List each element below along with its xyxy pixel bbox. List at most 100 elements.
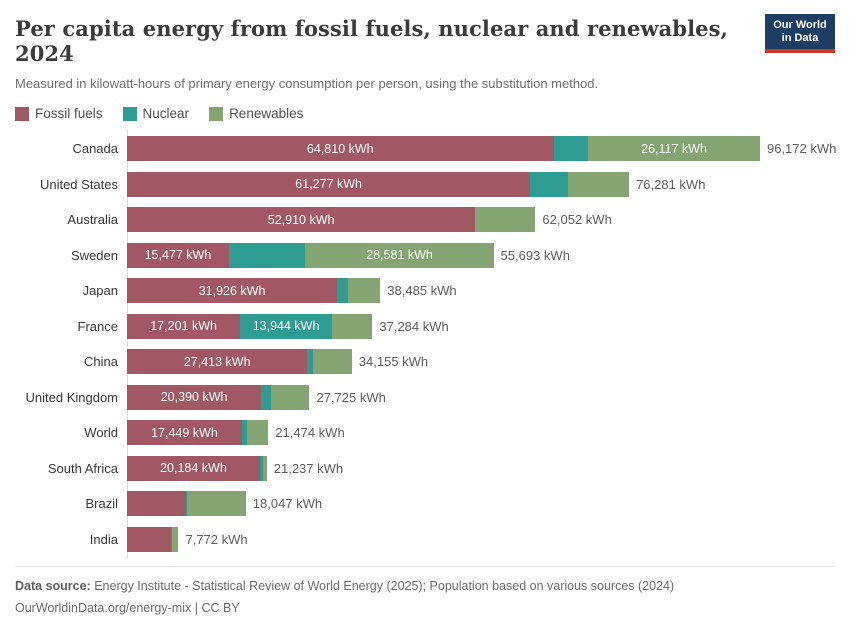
chart-header: Per capita energy from fossil fuels, nuc… (15, 14, 835, 91)
country-label[interactable]: South Africa (47, 460, 118, 476)
country-label[interactable]: India (89, 531, 118, 547)
bar-segment-fossil-fuels[interactable]: 52,910 kWh (127, 207, 476, 233)
bar-track: 52,910 kWh 62,052 kWh (127, 207, 612, 233)
bar-segment-renewables[interactable] (270, 384, 310, 410)
bar-segment-nuclear[interactable] (530, 171, 569, 197)
segment-value-label: 61,277 kWh (295, 177, 363, 192)
bar-segment-renewables[interactable] (348, 278, 381, 304)
bar-segment-renewables[interactable] (262, 455, 267, 481)
bar-segment-nuclear[interactable] (337, 278, 349, 304)
chart-row: Sweden 15,477 kWh 28,581 kWh 55,693 kWh (15, 238, 835, 274)
bar-segment-renewables[interactable] (312, 349, 352, 375)
bar-segment-renewables[interactable] (246, 420, 269, 446)
bar-segment-nuclear[interactable] (553, 136, 589, 162)
footer: Data source: Energy Institute - Statisti… (15, 566, 835, 620)
bar-segment-nuclear[interactable] (185, 491, 187, 517)
bar-segment-nuclear[interactable]: 13,944 kWh (240, 313, 332, 339)
bar-segment-nuclear[interactable] (259, 455, 263, 481)
total-value-label: 96,172 kWh (766, 141, 837, 157)
total-value-label: 34,155 kWh (358, 354, 429, 370)
footer-url-link[interactable]: OurWorldinData.org/energy-mix (15, 600, 192, 615)
chart-subtitle: Measured in kilowatt-hours of primary en… (15, 76, 599, 91)
bar-segment-fossil-fuels[interactable]: 64,810 kWh (127, 136, 554, 162)
bar-segment-fossil-fuels[interactable]: 31,926 kWh (127, 278, 338, 304)
segment-value-label: 26,117 kWh (641, 141, 707, 156)
bar-track: 18,047 kWh (127, 491, 322, 517)
country-label[interactable]: Canada (72, 141, 118, 157)
chart-row: World 17,449 kWh 21,474 kWh (15, 415, 835, 451)
country-label[interactable]: United States (39, 176, 118, 192)
bar-track: 27,413 kWh 34,155 kWh (127, 349, 429, 375)
chart-row: United Kingdom 20,390 kWh 27,725 kWh (15, 380, 835, 416)
country-label[interactable]: Japan (82, 283, 118, 299)
chart-row: Brazil 18,047 kWh (15, 486, 835, 522)
legend-label: Fossil fuels (35, 106, 103, 121)
legend-swatch-nuclear (122, 106, 137, 121)
country-label[interactable]: Brazil (85, 496, 118, 512)
bar-segment-renewables[interactable] (475, 207, 536, 233)
bar-segment-fossil-fuels[interactable] (127, 526, 172, 552)
bar-segment-nuclear[interactable] (307, 349, 313, 375)
bar-segment-fossil-fuels[interactable]: 20,390 kWh (127, 384, 262, 410)
bar-segment-nuclear[interactable] (261, 384, 271, 410)
bar-track: 20,184 kWh 21,237 kWh (127, 455, 344, 481)
chart-row: China 27,413 kWh 34,155 kWh (15, 344, 835, 380)
chart-row: France 17,201 kWh 13,944 kWh 37,284 kWh (15, 309, 835, 345)
bar-segment-fossil-fuels[interactable]: 17,449 kWh (127, 420, 242, 446)
segment-value-label: 27,413 kWh (183, 354, 251, 369)
chart-row: United States 61,277 kWh 76,281 kWh (15, 167, 835, 203)
total-value-label: 21,237 kWh (273, 460, 344, 476)
bar-segment-renewables[interactable] (331, 313, 373, 339)
bar-segment-nuclear[interactable] (228, 242, 306, 268)
total-value-label: 55,693 kWh (500, 247, 570, 263)
bar-segment-fossil-fuels[interactable] (127, 491, 186, 517)
segment-value-label: 20,390 kWh (160, 390, 228, 405)
segment-value-label: 31,926 kWh (198, 283, 266, 298)
bar-segment-nuclear[interactable] (171, 526, 173, 552)
country-label[interactable]: Sweden (71, 247, 118, 263)
legend-item-renewables[interactable]: Renewables (209, 106, 303, 121)
segment-value-label: 20,184 kWh (160, 461, 227, 476)
legend-item-fossil-fuels[interactable]: Fossil fuels (15, 106, 103, 121)
chart-row: Japan 31,926 kWh 38,485 kWh (15, 273, 835, 309)
chart-row: South Africa 20,184 kWh 21,237 kWh (15, 451, 835, 487)
bar-track: 17,449 kWh 21,474 kWh (127, 420, 345, 446)
footer-source-text: Energy Institute - Statistical Review of… (90, 579, 675, 593)
segment-value-label: 28,581 kWh (366, 248, 433, 263)
owid-logo-line1: Our World (773, 19, 827, 31)
bar-segment-renewables[interactable] (568, 171, 630, 197)
legend-item-nuclear[interactable]: Nuclear (122, 106, 189, 121)
bar-track: 64,810 kWh 26,117 kWh 96,172 kWh (127, 136, 837, 162)
country-label[interactable]: China (84, 354, 118, 370)
bar-track: 7,772 kWh (127, 526, 248, 552)
country-label[interactable]: World (84, 425, 118, 441)
segment-value-label: 15,477 kWh (144, 248, 212, 263)
bar-track: 61,277 kWh 76,281 kWh (127, 171, 706, 197)
bar-segment-renewables[interactable]: 26,117 kWh (588, 136, 760, 162)
bar-segment-fossil-fuels[interactable]: 27,413 kWh (127, 349, 308, 375)
bar-segment-fossil-fuels[interactable]: 61,277 kWh (127, 171, 531, 197)
bar-segment-renewables[interactable] (172, 526, 179, 552)
footer-license-line: OurWorldinData.org/energy-mix | CC BY (15, 598, 835, 620)
bar-track: 20,390 kWh 27,725 kWh (127, 384, 386, 410)
bar-segment-renewables[interactable]: 28,581 kWh (305, 242, 494, 268)
footer-source-prefix: Data source: (15, 579, 91, 593)
bar-segment-fossil-fuels[interactable]: 17,201 kWh (127, 313, 241, 339)
owid-logo[interactable]: Our World in Data (765, 14, 835, 53)
segment-value-label: 17,449 kWh (151, 425, 218, 440)
legend: Fossil fuels Nuclear Renewables (15, 106, 835, 121)
bar-segment-renewables[interactable] (186, 491, 246, 517)
bar-track: 15,477 kWh 28,581 kWh 55,693 kWh (127, 242, 570, 268)
segment-value-label: 13,944 kWh (252, 319, 320, 334)
bar-segment-fossil-fuels[interactable]: 15,477 kWh (127, 242, 229, 268)
country-label[interactable]: France (77, 318, 118, 334)
total-value-label: 38,485 kWh (387, 283, 457, 299)
chart-row: Canada 64,810 kWh 26,117 kWh 96,172 kWh (15, 131, 837, 167)
footer-license-link[interactable]: CC BY (201, 600, 240, 615)
legend-swatch-renewables (209, 106, 224, 121)
country-label[interactable]: Australia (67, 212, 118, 228)
bar-segment-fossil-fuels[interactable]: 20,184 kWh (127, 455, 260, 481)
bar-segment-nuclear[interactable] (241, 420, 247, 446)
country-label[interactable]: United Kingdom (25, 389, 119, 405)
total-value-label: 76,281 kWh (636, 176, 706, 192)
